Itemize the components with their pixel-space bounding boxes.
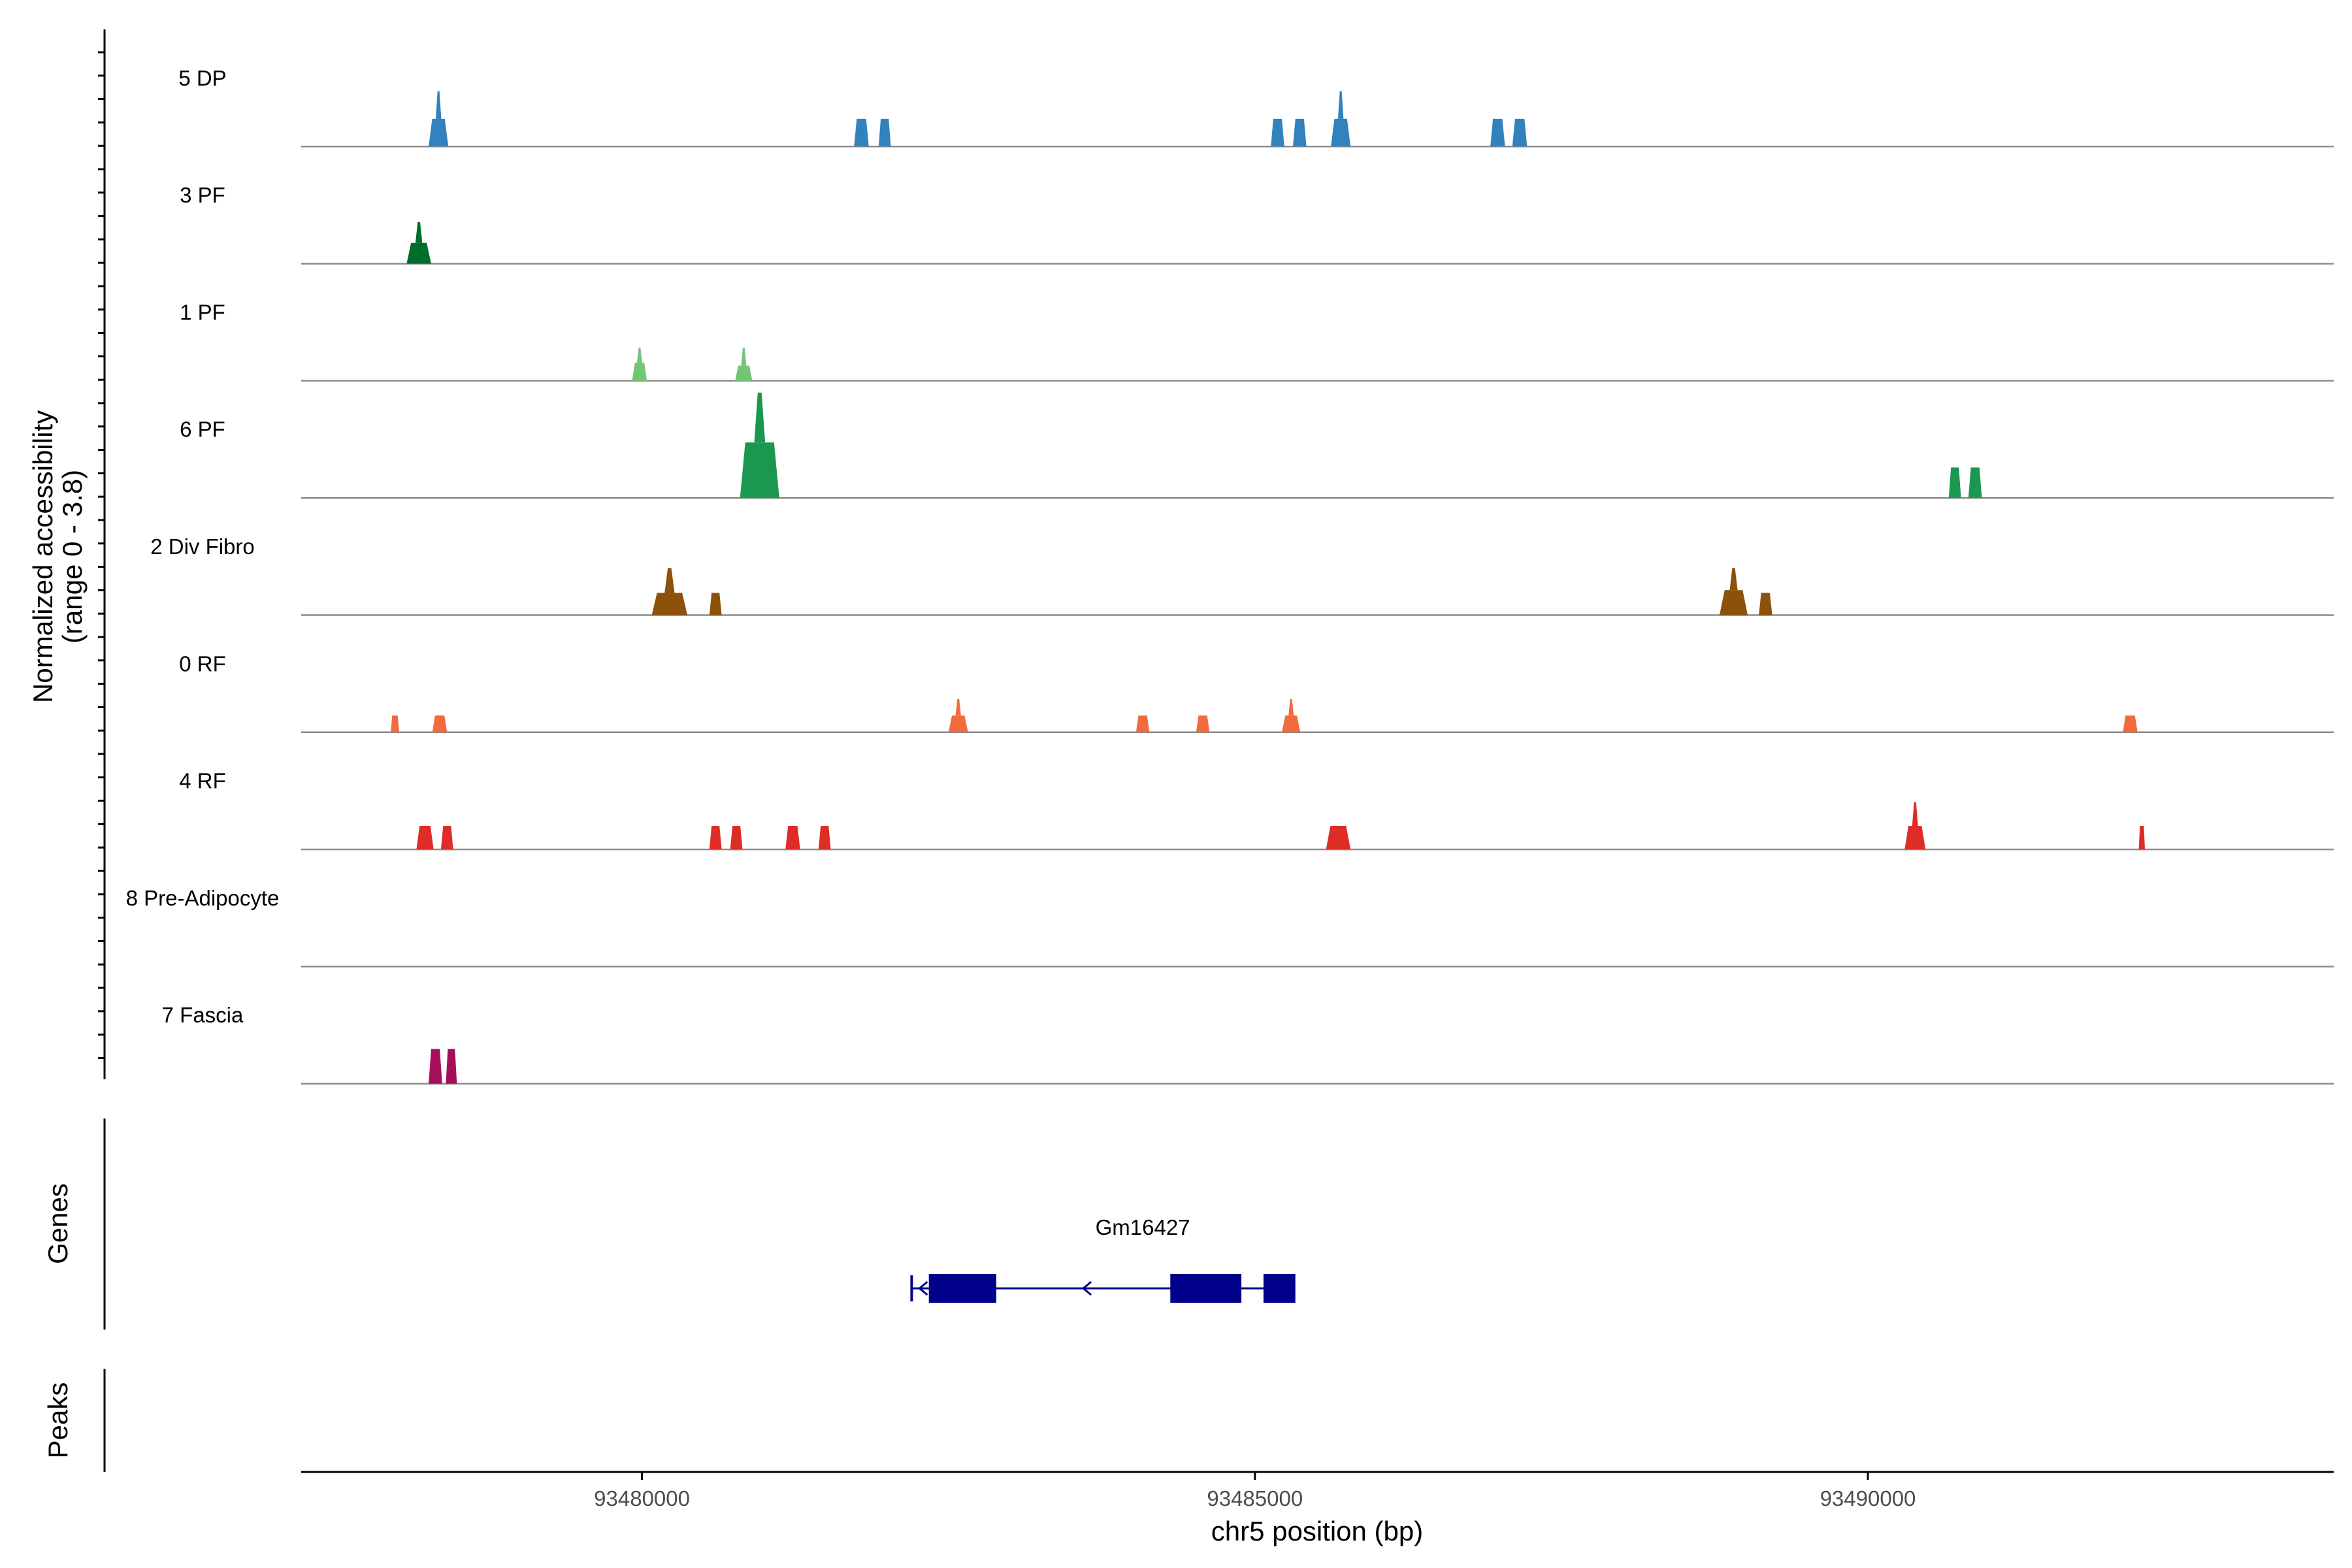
track-2-div-fibro: 2 Div Fibro (150, 534, 2334, 616)
accessibility-peak (854, 118, 869, 147)
accessibility-peak-spike (1337, 91, 1344, 119)
accessibility-peak-spike (955, 698, 961, 716)
accessibility-peak (740, 442, 779, 498)
track-8-pre-adipocyte: 8 Pre-Adipocyte (126, 886, 2334, 968)
accessibility-peak (2138, 826, 2145, 850)
x-axis-title: chr5 position (bp) (1211, 1516, 1424, 1546)
accessibility-peak (446, 1049, 457, 1084)
track-label: 4 RF (179, 769, 226, 793)
coverage-y-ticks (98, 51, 105, 1059)
accessibility-peak (429, 118, 449, 147)
accessibility-peak (1490, 118, 1505, 147)
accessibility-peak (735, 365, 753, 381)
accessibility-peak-spike (1729, 568, 1738, 591)
x-tick-label: 93490000 (1820, 1486, 1916, 1511)
track-label: 0 RF (179, 651, 226, 676)
track-4-rf: 4 RF (179, 769, 2334, 851)
x-tick-label: 93480000 (594, 1486, 690, 1511)
accessibility-peak-spike (415, 221, 423, 243)
accessibility-peak (1331, 118, 1351, 147)
accessibility-peak-spike (1288, 698, 1294, 716)
gene-exon (1263, 1274, 1296, 1303)
accessibility-peak-spike (754, 392, 766, 443)
strand-arrow (918, 1281, 928, 1296)
coverage-tracks: 5 DP 3 PF 1 PF 6 PF 2 Div Fibro 0 RF 4 RF 8 Pre… (126, 66, 2334, 1085)
x-tick-label: 93485000 (1207, 1486, 1303, 1511)
peaks-panel-label: Peaks (42, 1382, 73, 1459)
accessibility-peak (651, 593, 688, 615)
accessibility-peak (1968, 467, 1982, 498)
accessibility-peak (878, 118, 891, 147)
accessibility-peak (1948, 467, 1961, 498)
y-axis-title-line1: Normalized accessibility (27, 410, 58, 703)
accessibility-peak (1512, 118, 1527, 147)
gene-annotations: Gm16427 (910, 1215, 1296, 1303)
accessibility-peak (1271, 118, 1284, 147)
accessibility-peak (429, 1049, 442, 1084)
accessibility-peak (416, 826, 434, 850)
track-7-fascia: 7 Fascia (162, 1003, 2334, 1085)
track-label: 8 Pre-Adipocyte (126, 886, 280, 910)
track-0-rf: 0 RF (179, 651, 2334, 734)
accessibility-peak (432, 715, 448, 732)
gene-exon (1170, 1274, 1242, 1303)
y-axis-title-line2: (range 0 - 3.8) (57, 470, 88, 644)
accessibility-peak (440, 826, 453, 850)
track-label: 7 Fascia (162, 1003, 244, 1027)
accessibility-peak-spike (636, 348, 642, 363)
track-5-dp: 5 DP (178, 66, 2334, 148)
accessibility-peak (2123, 715, 2138, 732)
accessibility-peak (1759, 593, 1772, 615)
accessibility-peak (785, 826, 800, 850)
accessibility-peak (1719, 590, 1748, 615)
x-axis-ticks: 93480000 93485000 93490000 (594, 1472, 1916, 1511)
accessibility-peak (1196, 715, 1210, 732)
accessibility-peak-spike (741, 348, 747, 366)
gene-label: Gm16427 (1096, 1215, 1190, 1239)
track-label: 1 PF (180, 300, 225, 324)
track-1-pf: 1 PF (180, 300, 2334, 382)
accessibility-peak (1293, 118, 1307, 147)
accessibility-peak (406, 242, 431, 264)
track-label: 6 PF (180, 417, 225, 442)
strand-arrow (1081, 1281, 1092, 1296)
accessibility-peak-spike (664, 568, 675, 593)
accessibility-peak (709, 593, 722, 615)
accessibility-peak (709, 826, 722, 850)
accessibility-peak (818, 826, 831, 850)
accessibility-peak (730, 826, 743, 850)
accessibility-peak-spike (1912, 802, 1918, 826)
accessibility-peak (632, 363, 647, 381)
accessibility-peak (948, 715, 968, 732)
accessibility-peak (1135, 715, 1150, 732)
accessibility-peak (1326, 826, 1351, 850)
track-3-pf: 3 PF (180, 183, 2334, 265)
accessibility-peak (391, 715, 400, 732)
accessibility-peak-spike (435, 91, 442, 119)
gene-gm16427: Gm16427 (910, 1215, 1296, 1303)
genes-panel-label: Genes (42, 1183, 73, 1264)
track-label: 3 PF (180, 183, 225, 207)
track-label: 2 Div Fibro (150, 534, 255, 559)
gene-exon (928, 1274, 996, 1303)
accessibility-peak (1282, 715, 1301, 732)
track-label: 5 DP (178, 66, 226, 90)
accessibility-peak (1904, 826, 1926, 850)
track-6-pf: 6 PF (180, 392, 2334, 499)
